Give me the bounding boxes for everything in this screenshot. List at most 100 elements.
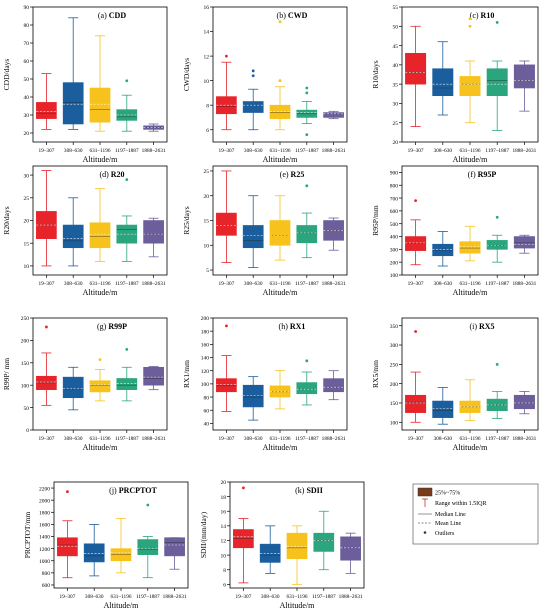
x-axis-label: Altitude/m xyxy=(263,443,298,452)
y-axis-label: R99P/ mm xyxy=(2,358,11,390)
outlier-point xyxy=(125,347,129,351)
y-tick-label: 600 xyxy=(42,583,51,589)
x-tick-label: 19–307 xyxy=(38,436,54,442)
y-tick-label: 16 xyxy=(204,5,210,11)
y-tick-label: 1800 xyxy=(39,510,50,516)
panel-r20: 10 15 20 25 30 19–307 308–630 631–1196 1197–1887… xyxy=(2,165,168,297)
x-tick-label: 19–307 xyxy=(38,148,54,154)
box-5 xyxy=(323,217,344,251)
box-2 xyxy=(83,524,105,577)
outlier-point xyxy=(146,503,150,507)
y-axis-label: RX1/mm xyxy=(182,360,191,388)
iqr-box xyxy=(269,104,291,119)
iqr-box xyxy=(296,225,318,244)
y-tick-label: 14 xyxy=(221,524,227,530)
box-2 xyxy=(242,376,264,421)
panel-title: (b) CWD xyxy=(277,11,308,20)
y-tick-label: 350 xyxy=(390,324,399,330)
x-tick-label: 1197–1887 xyxy=(485,436,509,442)
x-tick-label: 631–1196 xyxy=(111,594,132,600)
y-axis-label: R25/days xyxy=(182,206,191,234)
x-tick-label: 631–1196 xyxy=(460,148,481,154)
iqr-box xyxy=(116,224,138,244)
outlier-point xyxy=(495,215,499,219)
x-tick-label: 19–307 xyxy=(218,281,234,287)
panel-r95p: 100 200 300 400 500 600 700 800 900 19–307 308–630… xyxy=(371,165,539,297)
iqr-box xyxy=(323,112,344,118)
y-tick-label: 900 xyxy=(390,171,399,177)
panel-title: (h) RX1 xyxy=(279,322,306,331)
y-tick-label: 150 xyxy=(21,361,30,367)
box-5 xyxy=(164,537,185,570)
y-axis-label: CWD/days xyxy=(182,58,191,91)
y-tick-label: 25 xyxy=(393,121,399,127)
box-5 xyxy=(143,217,164,258)
x-tick-label: 308–630 xyxy=(64,281,83,287)
iqr-box xyxy=(89,222,111,249)
box-4 xyxy=(116,347,138,402)
outlier-point xyxy=(225,324,228,328)
box-5 xyxy=(323,110,344,120)
x-tick-label: 308–630 xyxy=(244,436,263,442)
x-tick-label: 19–307 xyxy=(218,148,234,154)
iqr-box xyxy=(216,378,237,393)
x-tick-label: 308–630 xyxy=(64,148,83,154)
panel-title: (g) R99P xyxy=(97,322,127,331)
box-4 xyxy=(296,359,318,406)
panel-rx5: 100 150 200 250 300 350 19–307 308–630 631–1196 1… xyxy=(371,317,539,452)
y-axis-label: R95P/mm xyxy=(371,205,380,236)
iqr-box xyxy=(432,243,454,257)
outlier-point xyxy=(305,86,309,90)
y-tick-label: 15 xyxy=(204,219,210,225)
box-3 xyxy=(269,195,291,261)
panel-title: (c) R10 xyxy=(470,11,495,20)
y-tick-label: 25 xyxy=(204,169,210,175)
outlier-point xyxy=(125,178,129,182)
panel-index-name: RX1 xyxy=(290,322,306,331)
x-tick-label: 1888–2631 xyxy=(142,148,166,154)
panel-letter: (e) xyxy=(280,170,289,179)
panel-letter: (h) xyxy=(279,322,289,331)
y-tick-label: 300 xyxy=(390,248,399,254)
x-tick-label: 308–630 xyxy=(244,281,263,287)
iqr-box xyxy=(137,539,159,555)
y-tick-label: 20 xyxy=(24,219,30,225)
iqr-box xyxy=(116,378,138,390)
y-tick-label: 600 xyxy=(390,209,399,215)
y-tick-label: 55 xyxy=(393,5,399,11)
iqr-box xyxy=(432,68,454,97)
y-tick-label: 50 xyxy=(24,77,30,83)
iqr-box xyxy=(486,240,508,250)
iqr-box xyxy=(216,212,237,236)
y-tick-label: 200 xyxy=(390,260,399,266)
y-tick-label: 1400 xyxy=(39,535,50,541)
x-tick-label: 1888–2631 xyxy=(322,281,346,287)
y-tick-label: 40 xyxy=(204,422,210,428)
x-axis-label: Altitude/m xyxy=(263,288,298,297)
x-tick-label: 308–630 xyxy=(434,148,453,154)
y-tick-label: 16 xyxy=(221,509,227,515)
y-tick-label: 400 xyxy=(390,235,399,241)
x-axis-label: Altitude/m xyxy=(83,443,118,452)
y-tick-label: 30 xyxy=(393,102,399,108)
x-tick-label: 1197–1887 xyxy=(485,148,509,154)
y-tick-label: 2200 xyxy=(39,486,50,492)
x-tick-label: 1197–1887 xyxy=(295,148,319,154)
panel-index-name: CWD xyxy=(288,11,308,20)
box-4 xyxy=(296,184,318,259)
box-1 xyxy=(405,25,427,127)
legend-mean-label: Mean Line xyxy=(435,521,461,527)
outlier-point xyxy=(98,358,102,362)
iqr-box xyxy=(269,385,291,398)
outlier-point xyxy=(278,79,282,83)
panel-sdii: 6 8 10 12 14 16 18 20 19–307 308–630 631–1196 1197–… xyxy=(199,480,365,608)
y-tick-label: 800 xyxy=(390,183,399,189)
outlier-point xyxy=(66,490,69,494)
box-2 xyxy=(432,230,454,267)
y-tick-label: 160 xyxy=(201,343,210,349)
x-axis-label: Altitude/m xyxy=(453,288,488,297)
panel-letter: (i) xyxy=(469,322,477,331)
y-tick-label: 50 xyxy=(393,24,399,30)
panel-index-name: R20 xyxy=(111,170,125,179)
